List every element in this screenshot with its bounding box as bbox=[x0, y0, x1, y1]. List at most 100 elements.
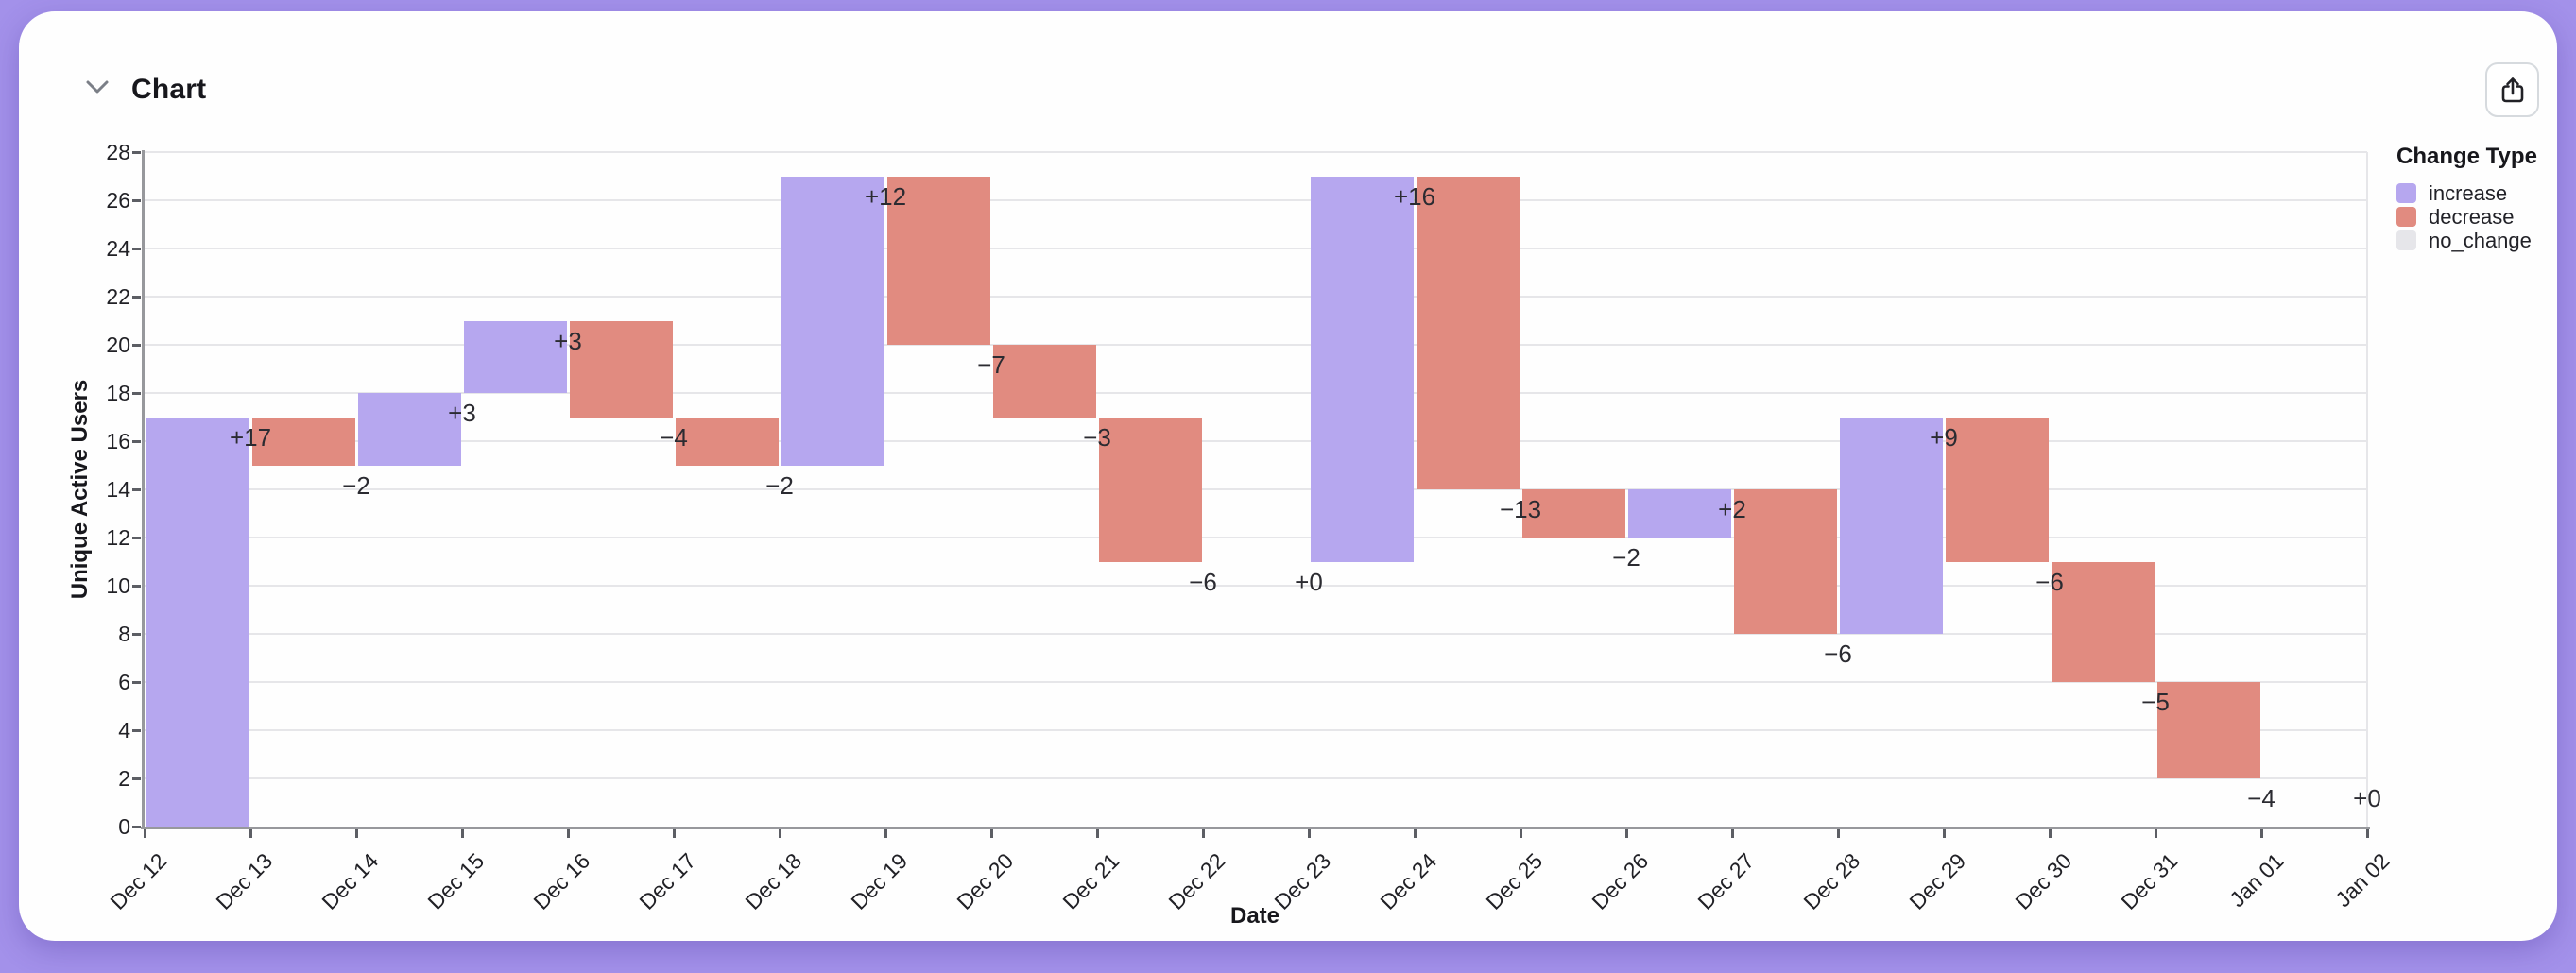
x-tick-mark bbox=[1414, 829, 1417, 838]
x-tick-label: Dec 19 bbox=[846, 848, 913, 914]
y-tick-mark bbox=[132, 729, 141, 732]
x-tick-label: Dec 30 bbox=[2010, 848, 2077, 914]
y-tick-mark bbox=[132, 392, 141, 395]
gridline bbox=[143, 151, 2367, 153]
chevron-down-icon bbox=[86, 80, 109, 93]
x-tick-label: Dec 12 bbox=[105, 848, 172, 914]
legend-label: increase bbox=[2429, 180, 2508, 205]
y-tick-mark bbox=[132, 440, 141, 443]
bar-value-label: +12 bbox=[864, 181, 907, 211]
gridline bbox=[143, 777, 2367, 779]
y-tick-label: 4 bbox=[118, 718, 130, 743]
y-tick-label: 28 bbox=[106, 140, 130, 164]
bar-value-label: +0 bbox=[1295, 567, 1323, 596]
bar-value-label: +16 bbox=[1393, 181, 1436, 211]
x-tick-mark bbox=[2049, 829, 2052, 838]
x-tick-mark bbox=[1837, 829, 1840, 838]
legend-label: decrease bbox=[2429, 204, 2515, 229]
bar[interactable] bbox=[2051, 561, 2155, 682]
x-tick-label: Jan 01 bbox=[2224, 848, 2289, 913]
x-tick-label: Dec 29 bbox=[1904, 848, 1971, 914]
gridline bbox=[143, 344, 2367, 346]
bar[interactable] bbox=[2156, 682, 2260, 778]
bar[interactable] bbox=[1945, 417, 2049, 562]
bar[interactable] bbox=[992, 345, 1096, 418]
x-tick-mark bbox=[1096, 829, 1099, 838]
x-tick-mark bbox=[1202, 829, 1205, 838]
legend-item-decrease[interactable]: decrease bbox=[2396, 205, 2576, 229]
bar[interactable] bbox=[1839, 417, 1943, 634]
x-tick-mark bbox=[2155, 829, 2157, 838]
bar[interactable] bbox=[146, 417, 249, 827]
bar[interactable] bbox=[1521, 489, 1625, 538]
x-tick-mark bbox=[990, 829, 993, 838]
x-tick-mark bbox=[1943, 829, 1946, 838]
x-tick-mark bbox=[2366, 829, 2369, 838]
bar-value-label: −7 bbox=[977, 350, 1005, 379]
bar[interactable] bbox=[463, 320, 567, 393]
bar[interactable] bbox=[886, 176, 990, 345]
bar-value-label: +0 bbox=[2353, 784, 2381, 812]
gridline bbox=[143, 729, 2367, 731]
y-tick-mark bbox=[132, 633, 141, 636]
bar[interactable] bbox=[251, 417, 355, 466]
bar-value-label: −4 bbox=[2247, 784, 2275, 812]
bar[interactable] bbox=[1416, 176, 1520, 489]
legend-item-no_change[interactable]: no_change bbox=[2396, 229, 2576, 252]
bar-value-label: +2 bbox=[1718, 495, 1746, 523]
x-tick-mark bbox=[249, 829, 252, 838]
x-tick-mark bbox=[355, 829, 358, 838]
x-tick-mark bbox=[884, 829, 887, 838]
y-tick-label: 18 bbox=[106, 381, 130, 405]
bar-value-label: −2 bbox=[1612, 543, 1640, 572]
bar[interactable] bbox=[1733, 489, 1837, 634]
y-tick-label: 10 bbox=[106, 573, 130, 598]
bar-value-label: −3 bbox=[1083, 422, 1111, 452]
x-axis-line bbox=[141, 827, 2370, 829]
page-title: Chart bbox=[131, 74, 207, 105]
x-tick-mark bbox=[1520, 829, 1522, 838]
gridline bbox=[143, 440, 2367, 442]
bar[interactable] bbox=[1627, 489, 1731, 538]
bar-value-label: +3 bbox=[554, 326, 582, 355]
x-tick-mark bbox=[567, 829, 570, 838]
gridline bbox=[143, 392, 2367, 394]
x-tick-label: Dec 16 bbox=[528, 848, 595, 914]
gridline bbox=[143, 537, 2367, 538]
y-tick-label: 22 bbox=[106, 284, 130, 309]
plot-right-border bbox=[2366, 152, 2368, 827]
x-tick-label: Dec 26 bbox=[1587, 848, 1654, 914]
bar[interactable] bbox=[675, 417, 779, 466]
bar[interactable] bbox=[357, 393, 461, 466]
x-axis-title: Date bbox=[1229, 903, 1280, 929]
legend-swatch-no_change bbox=[2396, 230, 2416, 250]
gridline bbox=[143, 248, 2367, 249]
x-tick-label: Dec 15 bbox=[422, 848, 489, 914]
bar[interactable] bbox=[1310, 176, 1414, 562]
x-tick-label: Dec 14 bbox=[317, 848, 384, 914]
y-tick-mark bbox=[132, 585, 141, 588]
bar[interactable] bbox=[781, 176, 884, 466]
x-tick-label: Dec 13 bbox=[211, 848, 278, 914]
bar[interactable] bbox=[1098, 417, 1202, 562]
x-tick-mark bbox=[2260, 829, 2263, 838]
gridline bbox=[143, 488, 2367, 490]
y-tick-label: 8 bbox=[118, 622, 130, 646]
y-tick-label: 14 bbox=[106, 477, 130, 502]
share-button[interactable] bbox=[2485, 62, 2539, 117]
legend-item-increase[interactable]: increase bbox=[2396, 181, 2576, 205]
y-axis-line bbox=[142, 150, 145, 829]
y-tick-label: 16 bbox=[106, 429, 130, 453]
legend-swatch-increase bbox=[2396, 183, 2416, 203]
gridline bbox=[143, 585, 2367, 587]
x-tick-label: Dec 21 bbox=[1057, 848, 1125, 914]
x-tick-label: Dec 17 bbox=[634, 848, 701, 914]
x-tick-label: Dec 27 bbox=[1692, 848, 1760, 914]
gridline bbox=[143, 681, 2367, 683]
collapse-button[interactable] bbox=[77, 72, 117, 104]
legend: Change Type increase decrease no_change bbox=[2396, 144, 2576, 252]
y-tick-label: 20 bbox=[106, 333, 130, 357]
y-tick-label: 6 bbox=[118, 670, 130, 694]
bar[interactable] bbox=[569, 320, 673, 418]
x-tick-label: Dec 28 bbox=[1798, 848, 1865, 914]
